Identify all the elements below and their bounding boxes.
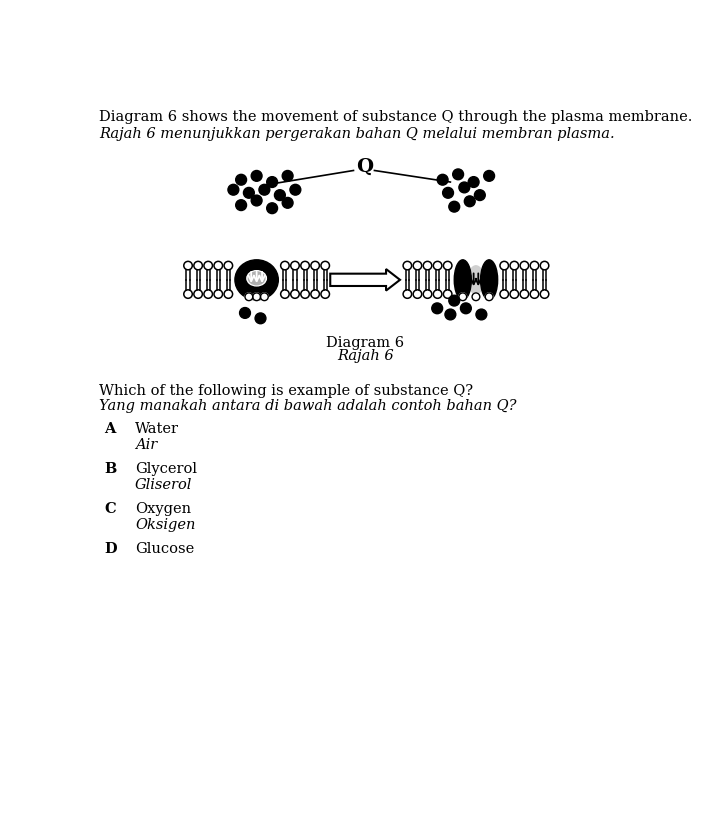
Text: A: A <box>104 422 115 436</box>
Text: Which of the following is example of substance Q?: Which of the following is example of sub… <box>99 384 474 398</box>
Circle shape <box>235 199 246 210</box>
Circle shape <box>255 313 266 324</box>
Text: Glycerol: Glycerol <box>135 462 197 476</box>
Circle shape <box>468 176 479 187</box>
Text: D: D <box>104 542 117 556</box>
Circle shape <box>243 187 254 199</box>
Circle shape <box>459 182 469 193</box>
Circle shape <box>464 196 475 207</box>
Circle shape <box>459 293 467 301</box>
Circle shape <box>453 169 464 180</box>
Circle shape <box>282 198 293 208</box>
Circle shape <box>245 293 253 301</box>
Circle shape <box>290 185 301 195</box>
Ellipse shape <box>454 260 472 300</box>
Text: Oksigen: Oksigen <box>135 517 195 531</box>
Text: Glucose: Glucose <box>135 542 194 556</box>
Circle shape <box>443 187 454 199</box>
Text: Yang manakah antara di bawah adalah contoh bahan Q?: Yang manakah antara di bawah adalah cont… <box>99 399 517 413</box>
Text: Oxygen: Oxygen <box>135 503 191 517</box>
Text: Diagram 6: Diagram 6 <box>326 336 404 350</box>
Text: Diagram 6 shows the movement of substance Q through the plasma membrane.: Diagram 6 shows the movement of substanc… <box>99 110 693 124</box>
Circle shape <box>282 171 293 181</box>
Ellipse shape <box>247 270 266 286</box>
Ellipse shape <box>248 272 265 285</box>
Text: Water: Water <box>135 422 179 436</box>
Circle shape <box>449 201 459 212</box>
Circle shape <box>449 295 459 306</box>
Text: Rajah 6 menunjukkan pergerakan bahan Q melalui membran plasma.: Rajah 6 menunjukkan pergerakan bahan Q m… <box>99 127 615 141</box>
Circle shape <box>472 293 480 301</box>
Text: Gliserol: Gliserol <box>135 478 192 492</box>
Ellipse shape <box>235 260 279 300</box>
Circle shape <box>461 303 472 314</box>
Text: C: C <box>104 503 116 517</box>
Ellipse shape <box>481 260 498 300</box>
Circle shape <box>476 309 487 320</box>
Circle shape <box>445 309 456 320</box>
Text: B: B <box>104 462 116 476</box>
Circle shape <box>474 190 485 200</box>
Circle shape <box>228 185 239 195</box>
Circle shape <box>261 293 269 301</box>
Ellipse shape <box>468 266 484 294</box>
Circle shape <box>432 303 443 314</box>
Circle shape <box>266 203 277 213</box>
Text: Q: Q <box>356 157 374 176</box>
Text: Air: Air <box>135 438 157 452</box>
Circle shape <box>437 175 448 185</box>
Circle shape <box>240 307 251 318</box>
Circle shape <box>484 171 495 181</box>
Circle shape <box>251 195 262 206</box>
Circle shape <box>235 175 246 185</box>
Circle shape <box>485 293 493 301</box>
Circle shape <box>266 176 277 187</box>
Circle shape <box>259 185 270 195</box>
Circle shape <box>274 190 285 200</box>
Text: Rajah 6: Rajah 6 <box>337 349 393 363</box>
Circle shape <box>251 171 262 181</box>
FancyArrow shape <box>330 269 400 291</box>
Circle shape <box>253 293 261 301</box>
